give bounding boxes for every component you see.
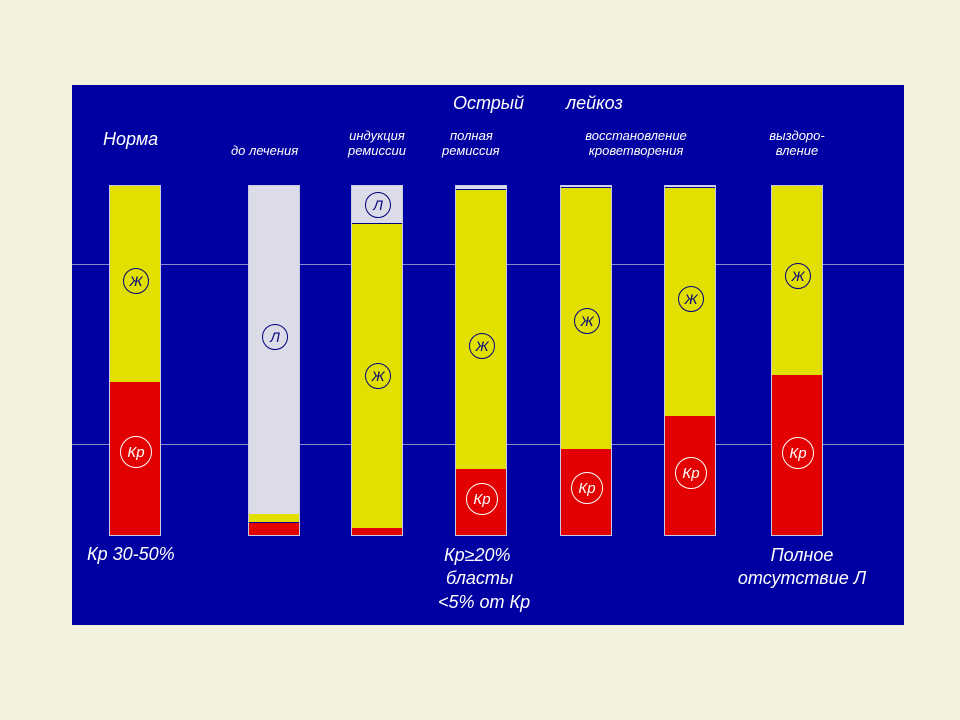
fat-marker: Ж	[678, 286, 704, 312]
header-do-lecheniya: до лечения	[231, 143, 299, 158]
header-vosstanovlenie-line1: восстановление	[585, 128, 687, 143]
bar-vosstanovlenie-2: Ж Кр	[664, 185, 716, 536]
title-word-1: Острый	[453, 93, 525, 113]
header-polnaya-line1: полная	[450, 128, 493, 143]
bar-do-lecheniya: Л	[248, 185, 300, 536]
fat-marker: Ж	[365, 363, 391, 389]
caption-remission-line1: Кр≥20%	[444, 545, 511, 565]
bar-do-lecheniya-divider	[249, 522, 299, 523]
bar-do-lecheniya-red-segment	[249, 523, 299, 535]
header-vyzdorovlenie: выздоро- вление	[752, 128, 842, 159]
bar-indukciya-red-segment	[352, 528, 402, 535]
bar-do-lecheniya-leukemic-segment	[249, 186, 299, 514]
bar-vyzdorovlenie: Ж Кр	[771, 185, 823, 536]
bar-norma: Ж Кр	[109, 185, 161, 536]
fat-marker: Ж	[123, 268, 149, 294]
diagram-panel: Острый лейкоз Норма до лечения индукция …	[72, 85, 904, 625]
leukemic-marker: Л	[365, 192, 391, 218]
red-marrow-marker: Кр	[466, 483, 498, 515]
fat-marker: Ж	[469, 333, 495, 359]
red-marrow-marker: Кр	[571, 472, 603, 504]
header-indukciya-line1: индукция	[349, 128, 405, 143]
bar-polnaya-leukemic-segment	[456, 186, 506, 189]
caption-remission-line3: <5% от Кр	[438, 591, 531, 612]
fat-marker: Ж	[785, 263, 811, 289]
title-word-2: лейкоз	[566, 93, 623, 113]
bar-vosstanovlenie-1: Ж Кр	[560, 185, 612, 536]
caption-recovery: Полное отсутствие Л	[722, 544, 882, 591]
caption-remission-line2: бласты	[446, 568, 514, 589]
bar-polnaya: Ж Кр	[455, 185, 507, 536]
leukemic-marker: Л	[262, 324, 288, 350]
header-norma: Норма	[103, 129, 159, 149]
bar-polnaya-fat-segment	[456, 190, 506, 469]
caption-remission: Кр≥20% бласты <5% от Кр	[438, 544, 530, 614]
red-marrow-marker: Кр	[120, 436, 152, 468]
red-marrow-marker: Кр	[782, 437, 814, 469]
caption-norma: Кр 30-50%	[87, 544, 175, 564]
bar-vosstanovlenie-1-leukemic-segment	[561, 186, 611, 187]
red-marrow-marker: Кр	[675, 457, 707, 489]
header-vosstanovlenie: восстановление кроветворения	[566, 128, 706, 159]
header-vosstanovlenie-line2: кроветворения	[588, 142, 684, 158]
header-vyzdorovlenie-line2: вление	[775, 142, 819, 158]
caption-recovery-line2: отсутствие Л	[737, 568, 867, 589]
header-indukciya-line2: ремиссии	[348, 142, 406, 158]
header-vyzdorovlenie-line1: выздоро-	[769, 128, 825, 143]
fat-marker: Ж	[574, 308, 600, 334]
bar-vosstanovlenie-2-leukemic-segment	[665, 186, 715, 187]
caption-recovery-line1: Полное	[770, 545, 834, 565]
bar-indukciya: Л Ж	[351, 185, 403, 536]
bar-do-lecheniya-fat-segment	[249, 514, 299, 522]
header-polnaya: полная ремиссия	[442, 128, 500, 159]
header-polnaya-line2: ремиссия	[442, 142, 500, 158]
header-indukciya: индукция ремиссии	[336, 128, 418, 159]
